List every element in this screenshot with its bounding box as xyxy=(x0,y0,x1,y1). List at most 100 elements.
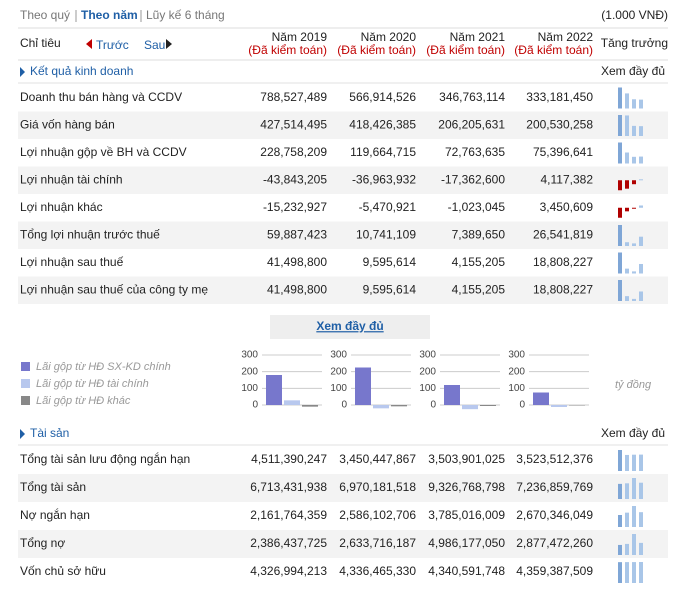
growth-bar xyxy=(632,156,636,164)
legend-label: Lãi gộp từ HĐ tài chính xyxy=(36,378,149,390)
growth-bar xyxy=(625,268,629,274)
growth-bar xyxy=(625,93,629,109)
y-tick-label: 300 xyxy=(508,350,525,361)
next-link[interactable]: Sau xyxy=(144,38,165,52)
row-label: Lợi nhuận sau thuế xyxy=(20,255,124,269)
cell-value: 3,450,609 xyxy=(540,200,594,214)
profit-bar xyxy=(444,385,460,405)
view-full-button[interactable] xyxy=(270,315,430,339)
cell-value: 4,117,382 xyxy=(541,172,594,186)
cell-value: 59,887,423 xyxy=(267,227,327,241)
section-more[interactable]: Xem đầy đủ xyxy=(601,426,665,440)
cell-value: 26,541,819 xyxy=(533,227,593,241)
growth-bar xyxy=(618,544,622,555)
next-arrow[interactable] xyxy=(166,39,172,49)
cell-value: 2,386,437,725 xyxy=(250,536,327,550)
year-status: (Đã kiểm toán) xyxy=(514,43,593,57)
y-tick-label: 0 xyxy=(519,400,525,411)
growth-bar xyxy=(625,512,629,527)
cell-value: 4,336,465,330 xyxy=(339,564,416,578)
year-header: Năm 2022 xyxy=(538,30,594,44)
growth-bar xyxy=(632,506,636,527)
cell-value: 566,914,526 xyxy=(349,90,416,104)
growth-bar xyxy=(632,207,636,209)
profit-bar xyxy=(480,405,496,406)
growth-bar xyxy=(625,543,629,555)
growth-bar xyxy=(639,126,643,136)
growth-bar xyxy=(618,115,622,136)
y-tick-label: 0 xyxy=(252,400,258,411)
cell-value: 2,633,716,187 xyxy=(339,536,416,550)
nav-tab[interactable]: Theo quý xyxy=(20,8,70,22)
cell-value: 4,155,205 xyxy=(452,282,506,296)
y-tick-label: 100 xyxy=(419,383,436,394)
growth-bar xyxy=(639,291,643,301)
profit-bar xyxy=(569,405,585,406)
view-full-link[interactable]: Xem đầy đủ xyxy=(316,319,383,333)
prev-arrow[interactable] xyxy=(86,39,92,49)
growth-bar xyxy=(618,280,622,301)
row-label: Giá vốn hàng bán xyxy=(20,117,115,131)
growth-header: Tăng trưởng xyxy=(601,36,668,50)
y-tick-label: 100 xyxy=(330,383,347,394)
cell-value: 41,498,800 xyxy=(267,282,327,296)
growth-bar xyxy=(632,478,636,499)
profit-bar xyxy=(533,392,549,405)
growth-bar xyxy=(632,534,636,555)
profit-bar xyxy=(355,367,371,405)
section-title: Tài sản xyxy=(30,426,69,440)
growth-bar xyxy=(639,542,643,555)
section-more[interactable]: Xem đầy đủ xyxy=(601,64,665,78)
growth-bar xyxy=(639,454,643,471)
growth-bar xyxy=(632,99,636,109)
y-tick-label: 300 xyxy=(330,350,347,361)
y-tick-label: 300 xyxy=(241,350,258,361)
year-status: (Đã kiểm toán) xyxy=(337,43,416,57)
cell-value: 333,181,450 xyxy=(526,90,593,104)
growth-bar xyxy=(625,242,629,246)
growth-bar xyxy=(639,99,643,109)
growth-bar xyxy=(625,152,629,164)
prev-link[interactable]: Trước xyxy=(96,38,129,52)
cell-value: 72,763,635 xyxy=(445,145,505,159)
header-label: Chỉ tiêu xyxy=(20,36,61,50)
cell-value: -17,362,600 xyxy=(441,172,505,186)
cell-value: 10,741,109 xyxy=(356,227,416,241)
profit-bar xyxy=(266,375,282,405)
growth-bar xyxy=(632,271,636,274)
cell-value: -5,470,921 xyxy=(359,200,417,214)
cell-value: 2,670,346,049 xyxy=(516,508,593,522)
growth-bar xyxy=(618,562,622,583)
cell-value: 41,498,800 xyxy=(267,255,327,269)
legend-label: Lãi gộp từ HĐ khác xyxy=(36,395,131,407)
cell-value: 2,586,102,706 xyxy=(339,508,416,522)
y-tick-label: 300 xyxy=(419,350,436,361)
section-icon xyxy=(20,67,25,77)
nav-tab[interactable]: Theo năm xyxy=(81,8,138,22)
cell-value: 18,808,227 xyxy=(533,282,593,296)
profit-bar xyxy=(373,405,389,409)
cell-value: 4,511,390,247 xyxy=(251,452,327,466)
nav-tab[interactable]: Lũy kế 6 tháng xyxy=(146,8,225,22)
y-tick-label: 200 xyxy=(330,366,347,377)
growth-bar xyxy=(639,562,643,583)
profit-bar xyxy=(462,405,478,410)
growth-bar xyxy=(632,298,636,301)
row-stripe xyxy=(18,221,668,249)
growth-bar xyxy=(639,482,643,499)
y-tick-label: 200 xyxy=(508,366,525,377)
cell-value: 4,326,994,213 xyxy=(250,564,327,578)
growth-bar xyxy=(625,562,629,583)
growth-bar xyxy=(632,562,636,583)
growth-bar xyxy=(639,179,643,181)
growth-bar xyxy=(618,207,622,218)
cell-value: 206,205,631 xyxy=(438,117,505,131)
legend-swatch xyxy=(21,362,30,371)
cell-value: 4,155,205 xyxy=(452,255,506,269)
cell-value: 418,426,385 xyxy=(349,117,416,131)
legend-swatch xyxy=(21,396,30,405)
growth-bar xyxy=(618,515,622,527)
year-header: Năm 2021 xyxy=(450,30,506,44)
row-label: Nợ ngắn hạn xyxy=(20,507,90,522)
cell-value: -1,023,045 xyxy=(448,200,506,214)
